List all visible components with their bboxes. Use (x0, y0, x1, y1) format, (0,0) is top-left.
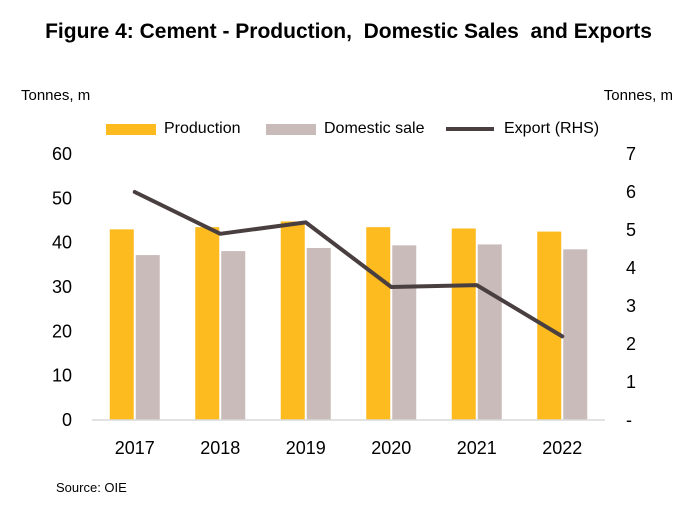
x-tick-label-2017: 2017 (115, 438, 155, 458)
legend-label-domestic: Domestic sale (324, 120, 425, 137)
y-right-tick-label: 6 (626, 182, 636, 202)
legend-label-export: Export (RHS) (504, 120, 600, 137)
bar-production-2021 (451, 228, 476, 420)
legend-item-domestic: Domestic sale (266, 120, 424, 138)
bar-domestic-2022 (563, 249, 588, 420)
y-right-tick-label: 1 (626, 372, 636, 392)
y-right-tick-label: 2 (626, 334, 636, 354)
y-left-tick-label: 30 (52, 277, 72, 297)
y-right-tick-label: 5 (626, 220, 636, 240)
source-note: Source: OIE (56, 480, 127, 495)
y-left-tick-label: 60 (52, 144, 72, 164)
y-left-tick-label: 50 (52, 188, 72, 208)
export-line (132, 190, 565, 339)
y-right-tick-label: 7 (626, 144, 636, 164)
chart-title: Figure 4: Cement - Production, Domestic … (45, 20, 652, 43)
bar-production-2020 (366, 227, 391, 420)
x-tick-label-2022: 2022 (542, 438, 582, 458)
y-left-tick-label: 20 (52, 321, 72, 341)
bar-production-2017 (109, 229, 134, 420)
bar-domestic-2018 (221, 251, 246, 420)
bar-production-2018 (195, 227, 220, 420)
bar-domestic-2017 (135, 255, 160, 420)
legend-item-export: Export (RHS) (446, 120, 599, 138)
y-right-tick-label: 3 (626, 296, 636, 316)
bar-production-2019 (280, 221, 305, 420)
bar-domestic-2020 (392, 245, 417, 420)
legend-item-production: Production (106, 120, 241, 138)
y-right-tick-label: 4 (626, 258, 636, 278)
y-left-tick-label: 0 (62, 410, 72, 430)
bar-domestic-2019 (306, 247, 331, 420)
legend-label-production: Production (164, 120, 241, 137)
left-axis-unit: Tonnes, m (21, 87, 91, 104)
x-tick-label-2018: 2018 (200, 438, 240, 458)
y-left-tick-label: 40 (52, 233, 72, 253)
x-tick-label-2019: 2019 (286, 438, 326, 458)
bar-domestic-2021 (477, 244, 502, 420)
x-tick-label-2021: 2021 (457, 438, 497, 458)
y-left-tick-label: 10 (52, 366, 72, 386)
y-right-tick-label: - (626, 410, 632, 430)
x-tick-label-2020: 2020 (371, 438, 411, 458)
legend-swatch-export (446, 127, 494, 131)
legend-swatch-domestic (266, 123, 316, 135)
legend-swatch-production (106, 123, 156, 135)
right-axis-unit: Tonnes, m (603, 87, 673, 104)
